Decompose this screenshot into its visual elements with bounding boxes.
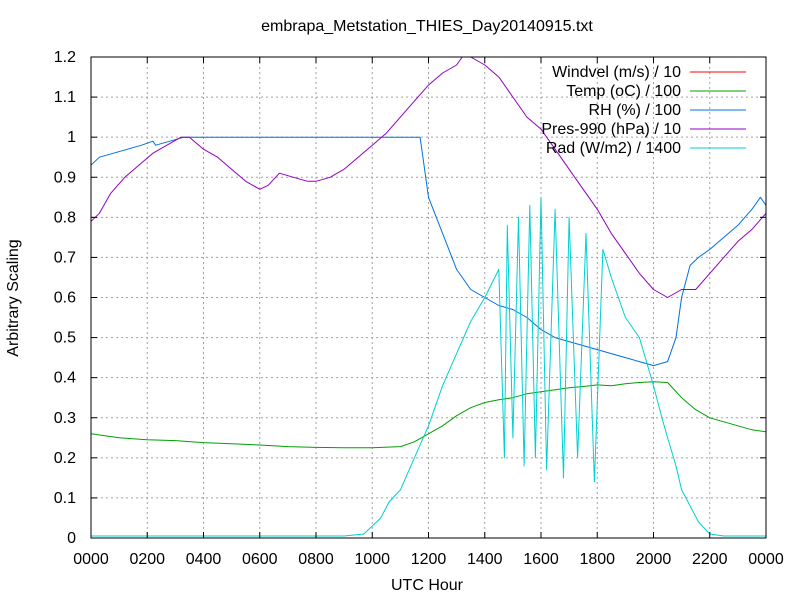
chart-title: embrapa_Metstation_THIES_Day20140915.txt bbox=[261, 18, 593, 35]
y-tick-label: 0.8 bbox=[54, 209, 76, 226]
y-tick-label: 0.1 bbox=[54, 490, 76, 507]
x-tick-label: 2200 bbox=[692, 551, 728, 568]
legend-label: Windvel (m/s) / 10 bbox=[552, 64, 681, 81]
series-layer bbox=[90, 56, 767, 537]
legend-label: RH (%) / 100 bbox=[589, 102, 682, 119]
legend-label: Temp (oC) / 100 bbox=[566, 83, 681, 100]
y-tick-label: 0.9 bbox=[54, 169, 76, 186]
x-tick-label: 0600 bbox=[242, 551, 278, 568]
series-line-1 bbox=[90, 381, 767, 449]
legend: Windvel (m/s) / 10 Temp (oC) / 100 RH (%) … bbox=[541, 64, 746, 157]
ticks: 0000 0200 0400 0600 0800 1000 1200 1400 1600 1800… bbox=[54, 49, 784, 568]
x-tick-label: 0800 bbox=[298, 551, 334, 568]
y-tick-label: 0.6 bbox=[54, 290, 76, 307]
legend-label: Pres-990 (hPa) / 10 bbox=[541, 121, 681, 138]
x-tick-label: 1200 bbox=[411, 551, 447, 568]
x-tick-label: 1400 bbox=[467, 551, 503, 568]
y-tick-label: 0.4 bbox=[54, 370, 76, 387]
series-line-4 bbox=[91, 196, 766, 537]
y-axis-label: Arbitrary Scaling bbox=[5, 239, 22, 356]
series-line-3 bbox=[90, 56, 767, 298]
x-tick-label: 0000 bbox=[748, 551, 784, 568]
y-tick-label: 0.5 bbox=[54, 330, 76, 347]
x-tick-label: 0400 bbox=[186, 551, 222, 568]
y-tick-label: 0.3 bbox=[54, 410, 76, 427]
x-tick-label: 1600 bbox=[523, 551, 559, 568]
x-tick-label: 2000 bbox=[636, 551, 672, 568]
x-tick-label: 1800 bbox=[579, 551, 615, 568]
x-tick-label: 1000 bbox=[354, 551, 390, 568]
y-tick-label: 1.2 bbox=[54, 49, 76, 66]
x-tick-label: 0200 bbox=[129, 551, 165, 568]
y-tick-label: 0.7 bbox=[54, 249, 76, 266]
y-tick-label: 1 bbox=[67, 129, 76, 146]
x-axis-label: UTC Hour bbox=[391, 577, 464, 594]
y-tick-label: 0 bbox=[67, 530, 76, 547]
x-tick-label: 0000 bbox=[73, 551, 109, 568]
y-tick-label: 1.1 bbox=[54, 89, 76, 106]
y-tick-label: 0.2 bbox=[54, 450, 76, 467]
legend-label: Rad (W/m2) / 1400 bbox=[546, 140, 681, 157]
